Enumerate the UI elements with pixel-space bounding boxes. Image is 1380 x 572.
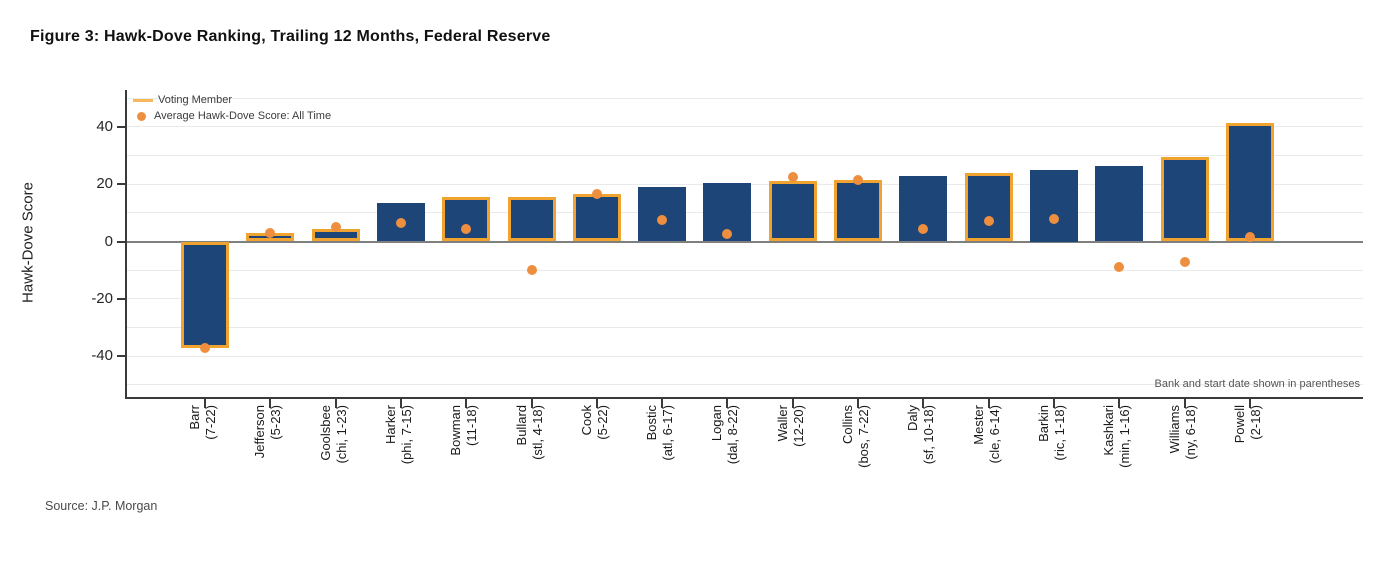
- x-category-label: Logan (dal, 8-22): [709, 405, 741, 465]
- avg-dot-harker: [395, 217, 406, 228]
- x-tick: [661, 399, 664, 408]
- avg-dot-bostic: [657, 215, 668, 225]
- gridline: [125, 384, 1363, 386]
- gridline: [125, 155, 1363, 157]
- avg-dot-powell: [1244, 232, 1255, 243]
- avg-dot-goolsbee: [330, 222, 341, 233]
- y-tick: [117, 183, 125, 186]
- bar-barr: [181, 241, 229, 348]
- gridline: [125, 326, 1363, 328]
- avg-dot-kashkari: [1114, 262, 1125, 273]
- x-tick: [1118, 399, 1121, 408]
- x-tick: [922, 399, 925, 408]
- x-category-label: Bowman (11-18): [448, 405, 480, 456]
- x-tick: [269, 399, 272, 408]
- x-tick: [726, 399, 729, 408]
- legend-item-voting-member: Voting Member: [133, 92, 331, 108]
- bar-kashkari: [1095, 165, 1144, 242]
- y-tick: [117, 240, 125, 243]
- y-tick-label: 40: [96, 117, 113, 135]
- x-category-label: Williams (ny, 6-18): [1166, 405, 1198, 460]
- x-category-label: Collins (bos, 7-22): [840, 405, 871, 468]
- y-tick-label: -20: [91, 289, 113, 307]
- avg-dot-cook: [591, 189, 602, 200]
- avg-dot-daly: [918, 223, 929, 234]
- source-note: Source: J.P. Morgan: [45, 499, 158, 513]
- x-tick: [1248, 399, 1251, 408]
- gridline: [125, 298, 1363, 300]
- x-category-label: Waller (12-20): [774, 405, 806, 447]
- x-category-label: Barkin (ric, 1-18): [1035, 405, 1067, 461]
- bar-cook: [572, 194, 621, 242]
- legend-item-average-score: Average Hawk-Dove Score: All Time: [133, 108, 331, 124]
- x-tick: [204, 399, 206, 408]
- legend-dot-swatch: [137, 111, 146, 121]
- bar-bowman: [442, 197, 491, 242]
- avg-dot-collins: [853, 174, 863, 185]
- x-category-label: Cook (5-22): [578, 405, 610, 440]
- legend-item-label: Voting Member: [158, 94, 232, 106]
- gridline: [125, 97, 1363, 99]
- y-tick-label: -40: [91, 347, 113, 365]
- avg-dot-waller: [787, 172, 798, 183]
- x-tick: [530, 399, 533, 408]
- legend-item-label: Average Hawk-Dove Score: All Time: [154, 110, 332, 122]
- x-tick: [595, 399, 598, 408]
- x-category-label: Goolsbee (chi, 1-23): [317, 405, 349, 464]
- x-tick: [1052, 399, 1055, 408]
- y-axis-line: [125, 90, 127, 397]
- avg-dot-barr: [200, 342, 210, 353]
- page-title: Figure 3: Hawk-Dove Ranking, Trailing 12…: [30, 28, 551, 45]
- x-category-label: Daly (sf, 10-18): [905, 405, 937, 465]
- bar-barkin: [1029, 169, 1078, 242]
- chart-footnote: Bank and start date shown in parentheses: [1154, 378, 1360, 390]
- y-tick: [117, 125, 125, 128]
- bar-mester: [964, 172, 1013, 242]
- x-category-label: Harker (phi, 7-15): [382, 405, 414, 465]
- avg-dot-barkin: [1048, 213, 1059, 224]
- legend: Voting Member Average Hawk-Dove Score: A…: [133, 92, 331, 124]
- x-category-label: Jefferson (5-23): [252, 405, 284, 459]
- y-tick: [117, 297, 125, 300]
- avg-dot-bullard: [526, 265, 537, 276]
- x-axis-line: [125, 397, 1363, 399]
- x-tick: [465, 399, 468, 408]
- x-category-label: Barr (7-22): [187, 405, 218, 440]
- gridline: [125, 269, 1363, 271]
- x-tick: [791, 399, 794, 408]
- y-axis-label: Hawk-Dove Score: [19, 182, 37, 303]
- x-tick: [857, 399, 859, 408]
- avg-dot-mester: [983, 216, 994, 227]
- x-category-label: Mester (cle, 6-14): [970, 405, 1002, 464]
- avg-dot-bowman: [461, 223, 472, 234]
- gridline: [125, 355, 1363, 357]
- x-category-label: Bostic (atl, 6-17): [644, 405, 676, 461]
- bar-bostic: [638, 187, 687, 242]
- y-tick-label: 20: [96, 175, 113, 193]
- x-tick: [1183, 399, 1186, 408]
- bar-powell: [1225, 122, 1274, 242]
- bar-bullard: [507, 197, 556, 242]
- gridline: [125, 126, 1363, 128]
- x-tick: [334, 399, 337, 408]
- y-tick-label: 0: [104, 232, 113, 250]
- avg-dot-williams: [1179, 256, 1190, 267]
- avg-dot-logan: [722, 229, 733, 240]
- avg-dot-jefferson: [265, 227, 276, 238]
- bar-williams: [1160, 156, 1209, 242]
- x-category-label: Kashkari (min, 1-16): [1101, 405, 1133, 468]
- x-category-label: Powell (2-18): [1231, 405, 1263, 444]
- x-tick: [399, 399, 402, 408]
- y-tick: [117, 355, 125, 358]
- x-tick: [987, 399, 990, 408]
- legend-line-swatch: [133, 98, 153, 102]
- zero-line: [125, 240, 1363, 243]
- bar-waller: [768, 181, 817, 242]
- bar-collins: [834, 179, 882, 242]
- x-category-label: Bullard (stl, 4-18): [513, 405, 545, 460]
